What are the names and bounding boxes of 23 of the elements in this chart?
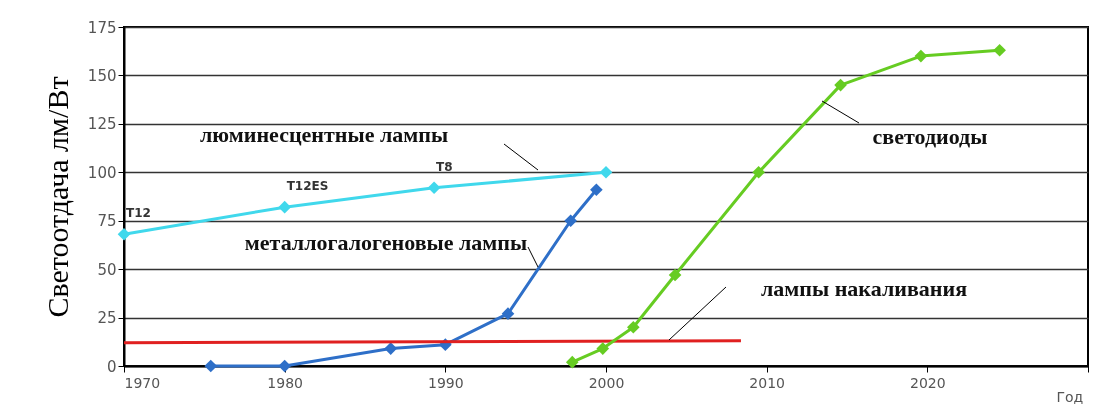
x-tick-label: 2010 <box>749 374 785 391</box>
y-tick-label: 125 <box>87 115 117 134</box>
y-tick-label: 150 <box>87 66 117 85</box>
x-axis-title: Год <box>1056 388 1084 405</box>
x-tick-label: 1990 <box>428 374 464 391</box>
series-label: люминесцентные лампы <box>199 122 449 147</box>
y-tick-label: 25 <box>97 309 117 328</box>
y-tick-label: 75 <box>97 212 117 231</box>
x-tick-label: 2000 <box>588 374 625 391</box>
x-tick-label: 1980 <box>267 374 303 391</box>
x-tick-label: 1970 <box>124 374 161 391</box>
y-tick-label: 175 <box>87 18 117 37</box>
annotation: T12 <box>126 206 151 221</box>
x-tick-label: 2020 <box>910 374 946 391</box>
series-label: металлогалогеновые лампы <box>244 230 528 255</box>
text: светодиоды <box>872 124 988 149</box>
annotation: T8 <box>436 159 453 174</box>
y-tick-label: 50 <box>97 260 117 279</box>
y-tick-label: 100 <box>87 163 117 182</box>
text: лампы накаливания <box>760 276 968 301</box>
y-tick-label: 0 <box>106 357 117 376</box>
annotation: T12ES <box>286 179 329 194</box>
y-axis-title: Светоотдача лм/Вт <box>40 76 74 318</box>
